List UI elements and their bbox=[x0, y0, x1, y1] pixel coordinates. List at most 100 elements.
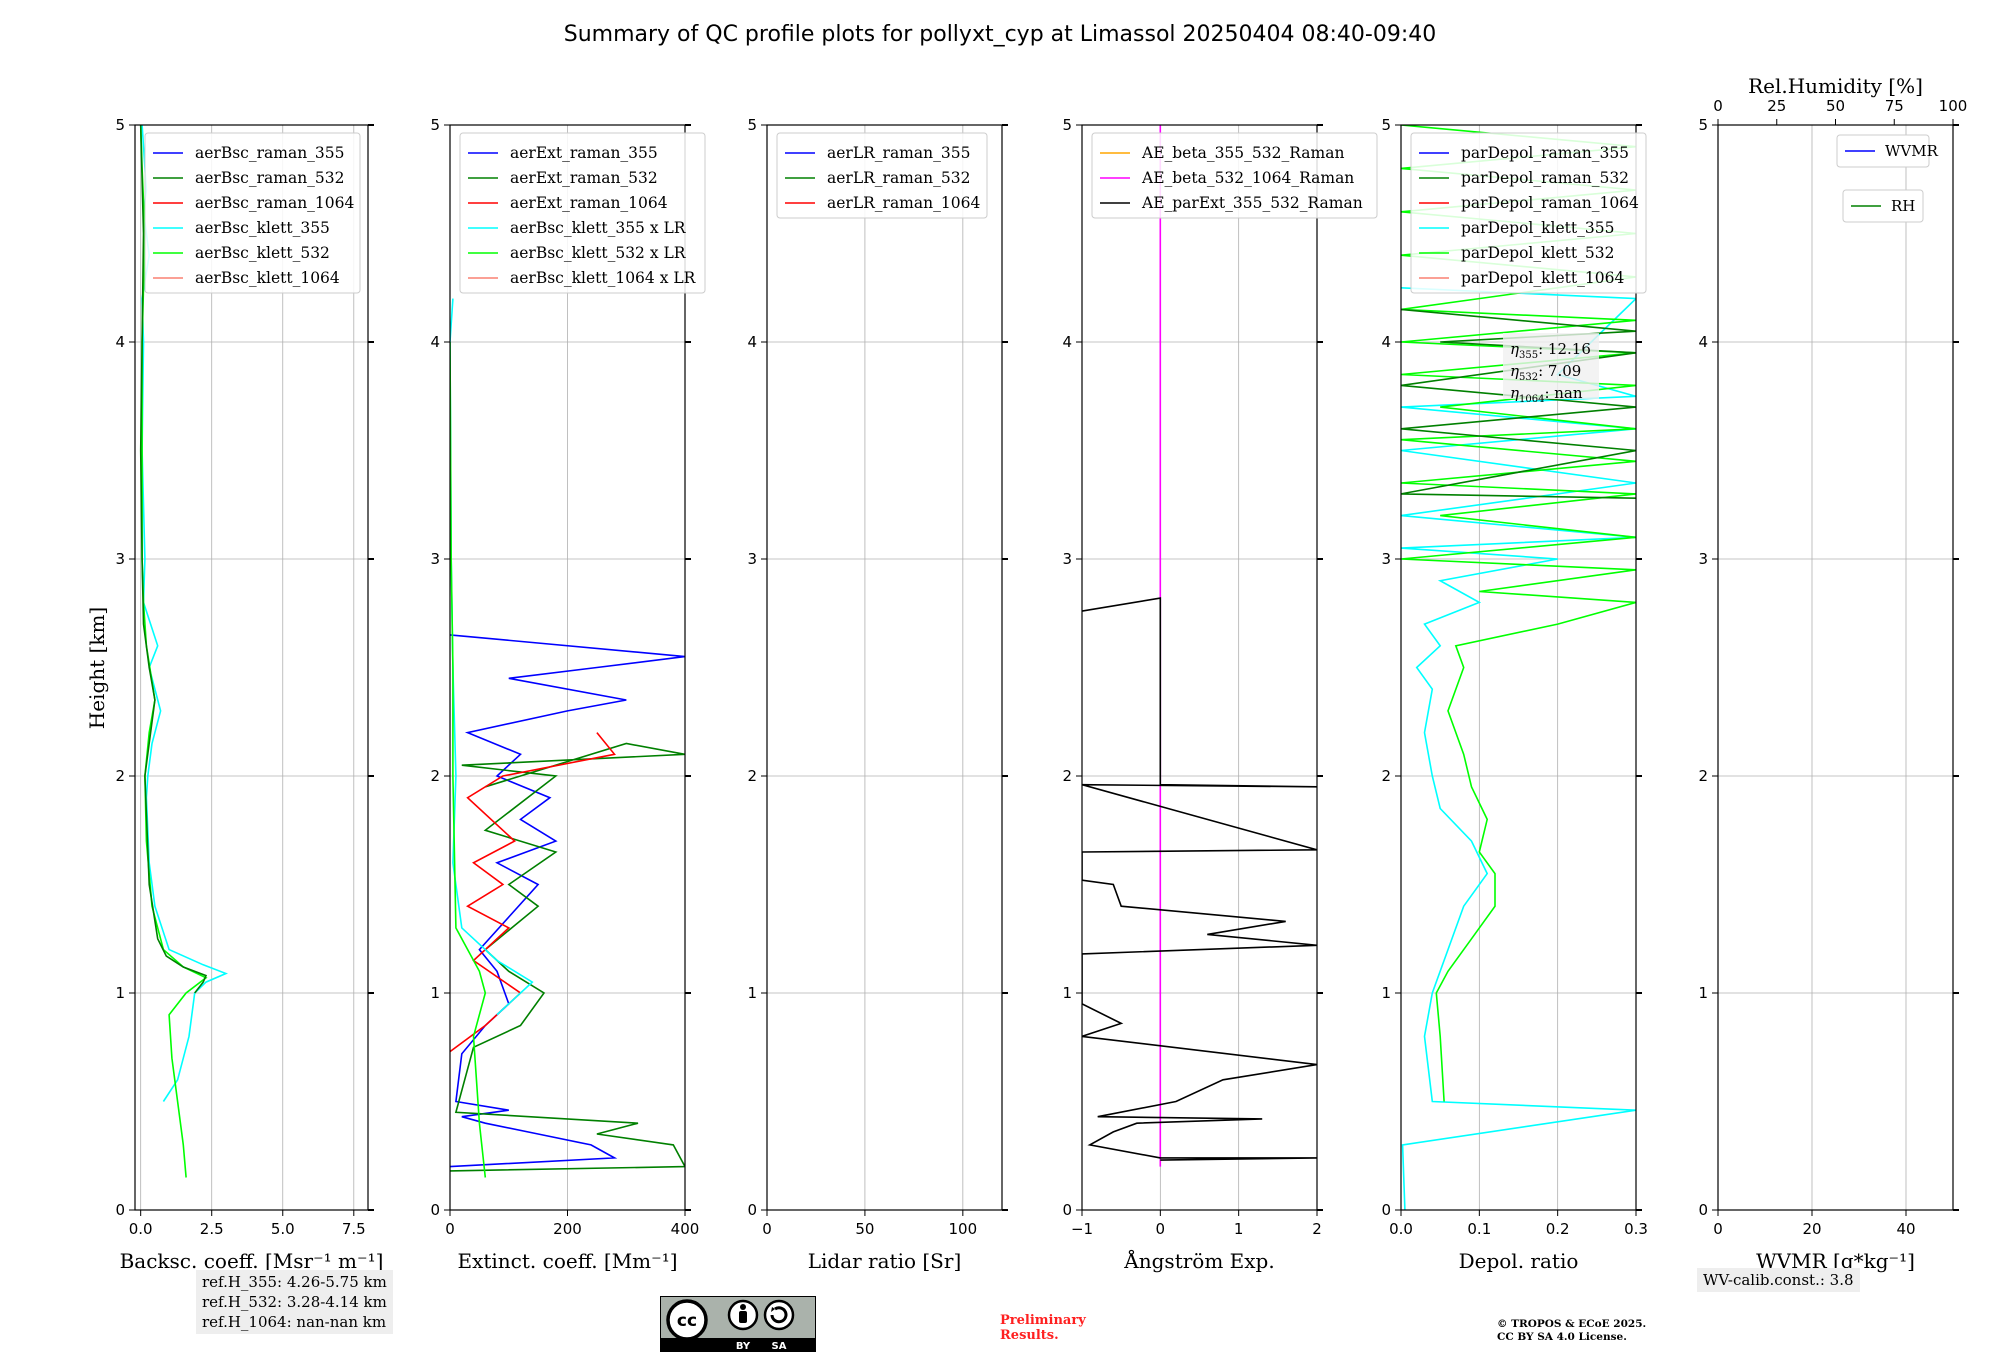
panel-lr: 0 50 100 0 1 2 3 4 5 Lidar ratio [Sr] aerLR_raman_… bbox=[747, 116, 1008, 1273]
legend-label-5: aerBsc_klett_1064 x LR bbox=[510, 269, 697, 287]
top-tick-label-3: 75 bbox=[1885, 97, 1904, 115]
top-tick-label-4: 100 bbox=[1939, 97, 1968, 115]
xtick-label-0: 0 bbox=[1713, 1220, 1723, 1238]
ytick-label-1: 1 bbox=[747, 984, 757, 1002]
ytick-label-3: 3 bbox=[1062, 550, 1072, 568]
ref-height-1064: ref.H_1064: nan-nan km bbox=[202, 1313, 387, 1331]
legend-box bbox=[1091, 132, 1378, 219]
ytick-label-2: 2 bbox=[747, 767, 757, 785]
wv-calib-const: WV-calib.const.: 3.8 bbox=[1697, 1268, 1860, 1292]
xtick-label-1: 0 bbox=[1156, 1220, 1166, 1238]
legend-box bbox=[144, 132, 361, 294]
legend-label-1: aerExt_raman_532 bbox=[510, 169, 658, 187]
ytick-label-3: 3 bbox=[1381, 550, 1391, 568]
ytick-label-0: 0 bbox=[115, 1201, 125, 1219]
legend-label-1: aerLR_raman_532 bbox=[827, 169, 970, 187]
xtick-label-1: 20 bbox=[1802, 1220, 1821, 1238]
figure-title: Summary of QC profile plots for pollyxt_… bbox=[563, 22, 1437, 47]
legend-label-4: aerBsc_klett_532 bbox=[195, 244, 330, 262]
ytick-label-4: 4 bbox=[1062, 333, 1072, 351]
legend-label-0: AE_beta_355_532_Raman bbox=[1141, 144, 1344, 162]
legend-label-1: parDepol_raman_532 bbox=[1461, 169, 1629, 187]
eta-annotation-1: η532: 7.09 bbox=[1510, 362, 1581, 383]
ytick-label-1: 1 bbox=[1381, 984, 1391, 1002]
ytick-label-2: 2 bbox=[115, 767, 125, 785]
legend-label-5: aerBsc_klett_1064 bbox=[195, 269, 340, 287]
ytick-label-0: 0 bbox=[1698, 1201, 1708, 1219]
xtick-label-1: 200 bbox=[553, 1220, 582, 1238]
legend-label-0: aerExt_raman_355 bbox=[510, 144, 658, 162]
legend-box bbox=[776, 132, 988, 219]
xtick-label-0: 0.0 bbox=[1389, 1220, 1413, 1238]
xtick-label-0: 0 bbox=[445, 1220, 455, 1238]
legend-label-2: aerExt_raman_1064 bbox=[510, 194, 668, 212]
legend-label-3: parDepol_klett_355 bbox=[1461, 219, 1614, 237]
ytick-label-1: 1 bbox=[430, 984, 440, 1002]
x-axis-label: Ångström Exp. bbox=[1123, 1248, 1274, 1273]
ytick-label-5: 5 bbox=[1698, 116, 1708, 134]
panel-depol: 0.0 0.1 0.2 0.3 0 1 2 3 4 5 Depol. ratio parDepol_r… bbox=[1381, 116, 1647, 1273]
ytick-label-0: 0 bbox=[430, 1201, 440, 1219]
ytick-label-0: 0 bbox=[1381, 1201, 1391, 1219]
xtick-label-0: 0.0 bbox=[129, 1220, 153, 1238]
copyright-notice: © TROPOS & ECoE 2025. CC BY SA 4.0 Licen… bbox=[1497, 1318, 1737, 1344]
eta-annotation-2: η1064: nan bbox=[1510, 384, 1583, 405]
ref-height-532: ref.H_532: 3.28-4.14 km bbox=[202, 1293, 387, 1311]
legend-label-0: WVMR bbox=[1885, 142, 1939, 160]
axes-frame bbox=[766, 124, 1003, 1211]
axes-frame bbox=[1717, 124, 1954, 1211]
ytick-label-2: 2 bbox=[1698, 767, 1708, 785]
legend-label-2: aerBsc_raman_1064 bbox=[195, 194, 355, 212]
series-AE_parExt_355_532_Raman bbox=[1082, 597, 1317, 1161]
xtick-label-2: 40 bbox=[1896, 1220, 1915, 1238]
legend-box bbox=[459, 132, 706, 294]
legend-label-3: aerBsc_klett_355 bbox=[195, 219, 330, 237]
ytick-label-1: 1 bbox=[1698, 984, 1708, 1002]
ytick-label-5: 5 bbox=[115, 116, 125, 134]
legend-label-2: AE_parExt_355_532_Raman bbox=[1141, 194, 1363, 212]
series-aerBsc_klett_532 x LR bbox=[450, 341, 487, 1178]
xtick-label-2: 5.0 bbox=[271, 1220, 295, 1238]
legend-label-0: aerBsc_raman_355 bbox=[195, 144, 345, 162]
ytick-label-4: 4 bbox=[747, 333, 757, 351]
legend-label-1: AE_beta_532_1064_Raman bbox=[1141, 169, 1354, 187]
legend-label-2: parDepol_raman_1064 bbox=[1461, 194, 1639, 212]
xtick-label-3: 0.3 bbox=[1624, 1220, 1648, 1238]
cc-label: cc bbox=[677, 1311, 697, 1331]
ytick-label-0: 0 bbox=[1062, 1201, 1072, 1219]
axes-frame bbox=[1081, 124, 1318, 1211]
ytick-label-2: 2 bbox=[1381, 767, 1391, 785]
ytick-label-4: 4 bbox=[430, 333, 440, 351]
ytick-label-3: 3 bbox=[747, 550, 757, 568]
legend-label-4: aerBsc_klett_532 x LR bbox=[510, 244, 687, 262]
ytick-label-2: 2 bbox=[430, 767, 440, 785]
series-aerExt_raman_355 bbox=[450, 634, 685, 1168]
legend-label-4: parDepol_klett_532 bbox=[1461, 244, 1614, 262]
series-aerBsc_klett_532 bbox=[139, 125, 208, 1178]
xtick-label-2: 400 bbox=[671, 1220, 700, 1238]
axes-frame bbox=[1400, 124, 1637, 1211]
ytick-label-3: 3 bbox=[115, 550, 125, 568]
cc-sa-label: SA bbox=[772, 1341, 787, 1352]
ytick-label-0: 0 bbox=[747, 1201, 757, 1219]
eta-annotation-0: η355: 12.16 bbox=[1510, 340, 1591, 361]
ytick-label-1: 1 bbox=[1062, 984, 1072, 1002]
preliminary-line-2: Results. bbox=[1000, 1328, 1059, 1343]
legend-label-3: aerBsc_klett_355 x LR bbox=[510, 219, 687, 237]
x-axis-label: Backsc. coeff. [Msr⁻¹ m⁻¹] bbox=[120, 1249, 384, 1273]
ytick-label-5: 5 bbox=[430, 116, 440, 134]
xtick-label-0: −1 bbox=[1071, 1220, 1093, 1238]
xtick-label-1: 50 bbox=[855, 1220, 874, 1238]
y-axis-label: Height [km] bbox=[85, 607, 109, 729]
legend-label-0: aerLR_raman_355 bbox=[827, 144, 970, 162]
eta-box bbox=[1503, 333, 1599, 399]
cc-by-label: BY bbox=[736, 1341, 751, 1352]
series-aerBsc_klett_355 x LR bbox=[450, 298, 534, 1016]
ytick-label-4: 4 bbox=[1698, 333, 1708, 351]
copyright-line-1: © TROPOS & ECoE 2025. bbox=[1497, 1318, 1647, 1330]
ytick-label-4: 4 bbox=[1381, 333, 1391, 351]
legend-label-0: parDepol_raman_355 bbox=[1461, 144, 1629, 162]
